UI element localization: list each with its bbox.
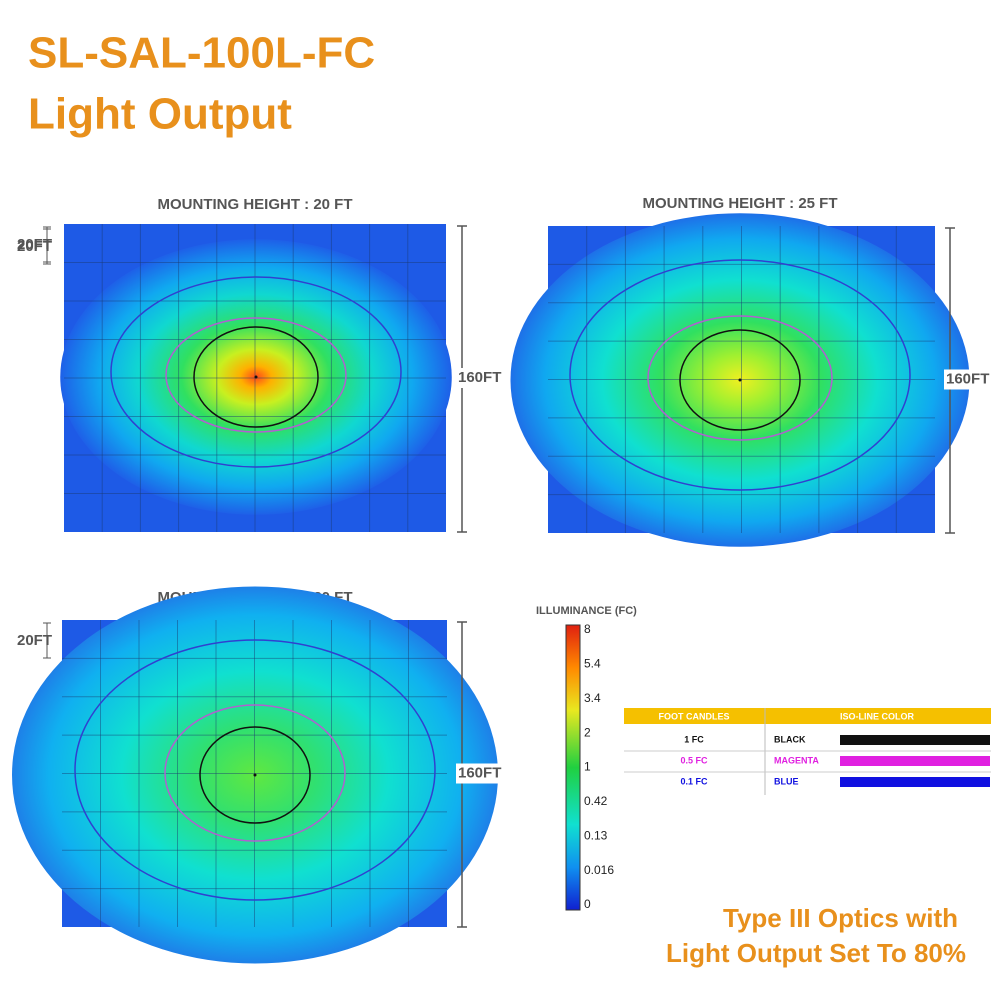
luminaire [738, 378, 742, 382]
legend-header [624, 708, 991, 724]
title: SL-SAL-100L-FC [28, 29, 375, 78]
colorbar-label: 1 [584, 760, 591, 774]
legend-heading: FOOT CANDLES [659, 711, 730, 721]
label-bg [456, 368, 506, 388]
colorbar-label: 0.016 [584, 863, 614, 877]
scale-label: 20FT [17, 632, 52, 649]
colorbar-label: 0.13 [584, 828, 608, 842]
plot-heading: MOUNTING HEIGHT : 20 FT [158, 196, 353, 213]
colorbar [565, 624, 581, 911]
scale-label: 160FT [458, 764, 501, 781]
legend-swatch [840, 777, 990, 787]
legend-color-name: BLACK [774, 734, 806, 744]
iso-line-black [679, 329, 801, 431]
legend-heading: ISO-LINE COLOR [840, 711, 915, 721]
legend-swatch [840, 735, 990, 745]
legend-value: 1 FC [684, 734, 704, 744]
colorbar-label: 0.42 [584, 794, 608, 808]
luminaire [253, 773, 257, 777]
iso-line-blue [569, 259, 911, 491]
colorbar-label: 3.4 [584, 691, 601, 705]
scale-label: 160FT [458, 369, 501, 386]
legend-color-name: MAGENTA [774, 755, 819, 765]
colorbar-title: ILLUMINANCE (FC) [536, 605, 637, 617]
iso-line-magenta [165, 317, 347, 433]
luminaire [254, 375, 258, 379]
colorbar-label: 2 [584, 725, 591, 739]
colorbar-label: 5.4 [584, 657, 601, 671]
colorbar-label: 0 [584, 897, 591, 911]
legend-value: 0.5 FC [680, 755, 708, 765]
iso-line-magenta [164, 704, 346, 842]
iso-line-black [199, 726, 311, 824]
iso-line-black [193, 326, 319, 428]
legend-color-name: BLUE [774, 776, 799, 786]
legend-swatch [840, 756, 990, 766]
footnote: Type III Optics with [723, 903, 958, 933]
footnote: Light Output Set To 80% [666, 938, 966, 968]
scale-label: 160FT [946, 370, 989, 387]
legend-value: 0.1 FC [680, 776, 708, 786]
scale-label: 20FT [17, 236, 52, 253]
subtitle: Light Output [28, 90, 292, 139]
colorbar-label: 8 [584, 622, 591, 636]
iso-line-magenta [647, 315, 833, 441]
label-bg [944, 369, 994, 390]
iso-line-blue [74, 639, 436, 901]
label-bg [456, 763, 506, 784]
iso-line-blue [110, 276, 402, 468]
plot-heading: MOUNTING HEIGHT : 25 FT [643, 195, 838, 212]
scale-label: 20FT [17, 238, 52, 255]
